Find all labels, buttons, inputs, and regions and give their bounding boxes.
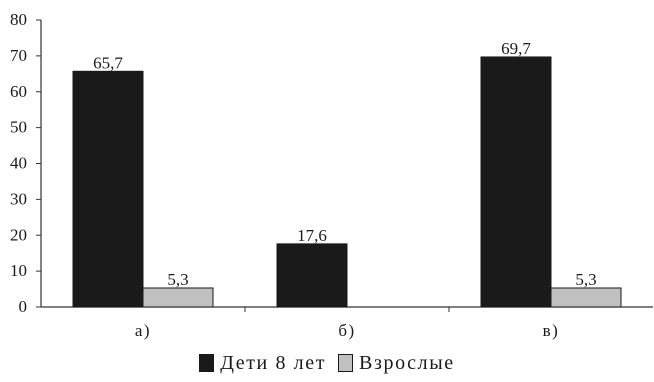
y-tick-label: 60 — [10, 82, 27, 101]
y-tick-label: 70 — [10, 46, 27, 65]
bar-adults — [550, 287, 622, 308]
legend-label-children: Дети 8 лет — [220, 351, 327, 374]
bar-children — [480, 56, 552, 308]
y-tick-label: 30 — [10, 189, 27, 208]
legend-swatch-adults — [338, 354, 354, 372]
bar-children — [72, 70, 144, 308]
y-tick-label: 10 — [10, 261, 27, 280]
y-tick-label: 50 — [10, 118, 27, 137]
bar-adults — [142, 287, 214, 308]
x-category-label: б) — [338, 321, 355, 340]
legend-label-adults: Взрослые — [359, 351, 455, 374]
y-tick-label: 20 — [10, 225, 27, 244]
bar-children — [276, 243, 348, 308]
data-label: 69,7 — [501, 39, 531, 58]
x-category-label: в) — [543, 321, 560, 340]
data-label: 65,7 — [93, 53, 123, 72]
y-tick-label: 80 — [10, 10, 27, 29]
y-tick-label: 0 — [19, 297, 28, 316]
x-category-label: а) — [135, 321, 151, 340]
data-label: 5,3 — [575, 270, 596, 289]
legend: Дети 8 лет Взрослые — [0, 348, 654, 378]
bar-chart: 0 10 20 30 40 50 60 70 80 а) б) в) 65,7 17,6 69,7 5,3 5,… — [10, 10, 653, 340]
data-label: 17,6 — [297, 226, 327, 245]
y-tick-label: 40 — [10, 154, 27, 173]
data-label: 5,3 — [167, 270, 188, 289]
legend-swatch-children — [199, 354, 215, 372]
legend-item-adults: Взрослые — [338, 352, 455, 375]
legend-item-children: Дети 8 лет — [199, 352, 326, 375]
